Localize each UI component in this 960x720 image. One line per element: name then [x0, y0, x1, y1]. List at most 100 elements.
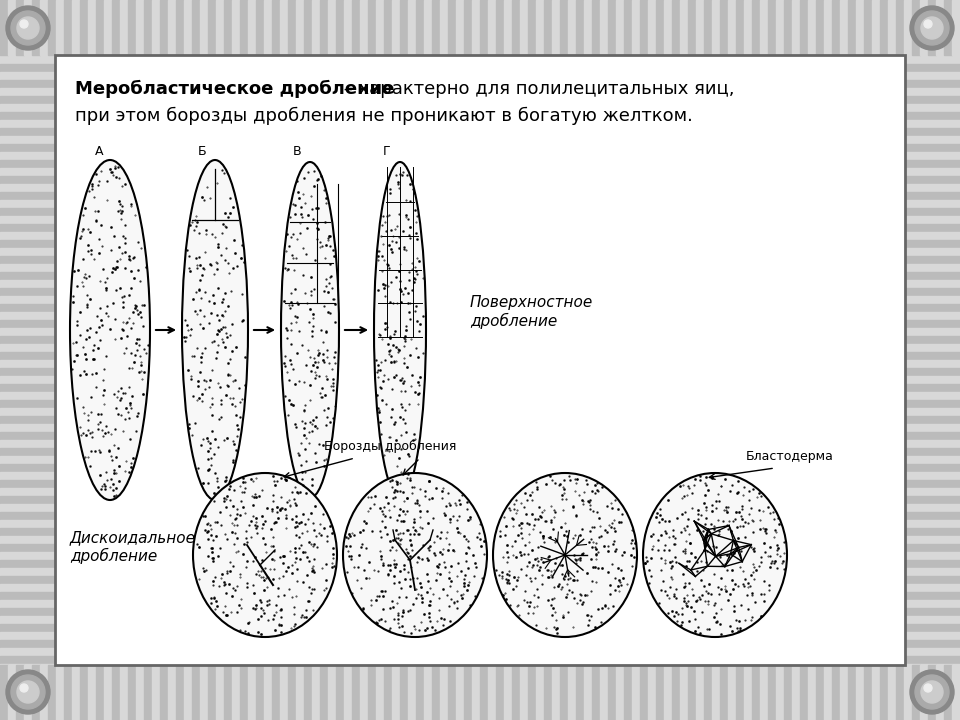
Bar	[0, 624, 55, 632]
Bar	[912, 665, 920, 720]
Bar	[208, 0, 216, 55]
Bar	[905, 488, 960, 496]
Ellipse shape	[70, 160, 150, 500]
Bar	[0, 328, 55, 336]
Circle shape	[910, 670, 954, 714]
Bar	[905, 616, 960, 624]
Bar	[905, 128, 960, 136]
Bar	[905, 480, 960, 488]
Bar	[816, 665, 824, 720]
Bar	[392, 0, 400, 55]
Bar	[905, 408, 960, 416]
Bar	[905, 664, 960, 672]
Bar	[744, 665, 752, 720]
Bar	[608, 0, 616, 55]
Bar	[0, 304, 55, 312]
Bar	[0, 576, 55, 584]
Bar	[905, 384, 960, 392]
Circle shape	[910, 6, 954, 50]
Bar	[288, 665, 296, 720]
Bar	[0, 16, 55, 24]
Bar	[0, 712, 55, 720]
Bar	[440, 0, 448, 55]
Bar	[0, 96, 55, 104]
Bar	[584, 665, 592, 720]
Bar	[0, 520, 55, 528]
Text: Б: Б	[198, 145, 206, 158]
Bar	[0, 320, 55, 328]
Bar	[0, 0, 8, 55]
Bar	[896, 665, 904, 720]
Bar	[128, 665, 136, 720]
Bar	[905, 496, 960, 504]
Bar	[905, 272, 960, 280]
Bar	[352, 665, 360, 720]
Bar	[0, 504, 55, 512]
Bar	[0, 568, 55, 576]
Bar	[104, 665, 112, 720]
Bar	[744, 0, 752, 55]
Bar	[600, 665, 608, 720]
Bar	[0, 160, 55, 168]
Bar	[712, 665, 720, 720]
Circle shape	[11, 675, 45, 709]
Bar	[192, 665, 200, 720]
Bar	[0, 64, 55, 72]
Bar	[905, 368, 960, 376]
Bar	[0, 272, 55, 280]
Bar	[488, 0, 496, 55]
Bar	[0, 56, 55, 64]
Bar	[704, 0, 712, 55]
Bar	[905, 280, 960, 288]
Bar	[624, 665, 632, 720]
Text: Борозды дробления: Борозды дробления	[324, 440, 456, 453]
Bar	[616, 665, 624, 720]
Bar	[872, 0, 880, 55]
Bar	[640, 0, 648, 55]
Bar	[536, 0, 544, 55]
Bar	[672, 665, 680, 720]
Bar	[905, 504, 960, 512]
Bar	[40, 665, 48, 720]
Text: В: В	[293, 145, 301, 158]
Bar	[905, 352, 960, 360]
Bar	[905, 104, 960, 112]
Bar	[456, 0, 464, 55]
Bar	[905, 544, 960, 552]
Bar	[0, 408, 55, 416]
Ellipse shape	[343, 473, 487, 637]
Bar	[905, 424, 960, 432]
Bar	[905, 568, 960, 576]
Bar	[656, 665, 664, 720]
Bar	[905, 176, 960, 184]
Bar	[0, 120, 55, 128]
Bar	[896, 0, 904, 55]
Bar	[864, 0, 872, 55]
Bar	[808, 0, 816, 55]
Bar	[120, 0, 128, 55]
Bar	[0, 216, 55, 224]
Ellipse shape	[182, 160, 248, 500]
Bar	[0, 144, 55, 152]
Bar	[905, 136, 960, 144]
Bar	[952, 0, 960, 55]
Bar	[0, 88, 55, 96]
Bar	[424, 665, 432, 720]
Bar	[328, 665, 336, 720]
Bar	[0, 48, 55, 56]
Bar	[640, 665, 648, 720]
Bar	[905, 312, 960, 320]
Bar	[144, 665, 152, 720]
Bar	[905, 168, 960, 176]
Bar	[8, 665, 16, 720]
Bar	[680, 0, 688, 55]
Bar	[0, 152, 55, 160]
Bar	[528, 0, 536, 55]
Bar	[120, 665, 128, 720]
Circle shape	[6, 670, 50, 714]
Bar	[0, 680, 55, 688]
Bar	[905, 328, 960, 336]
Bar	[472, 665, 480, 720]
Bar	[0, 184, 55, 192]
Bar	[920, 0, 928, 55]
